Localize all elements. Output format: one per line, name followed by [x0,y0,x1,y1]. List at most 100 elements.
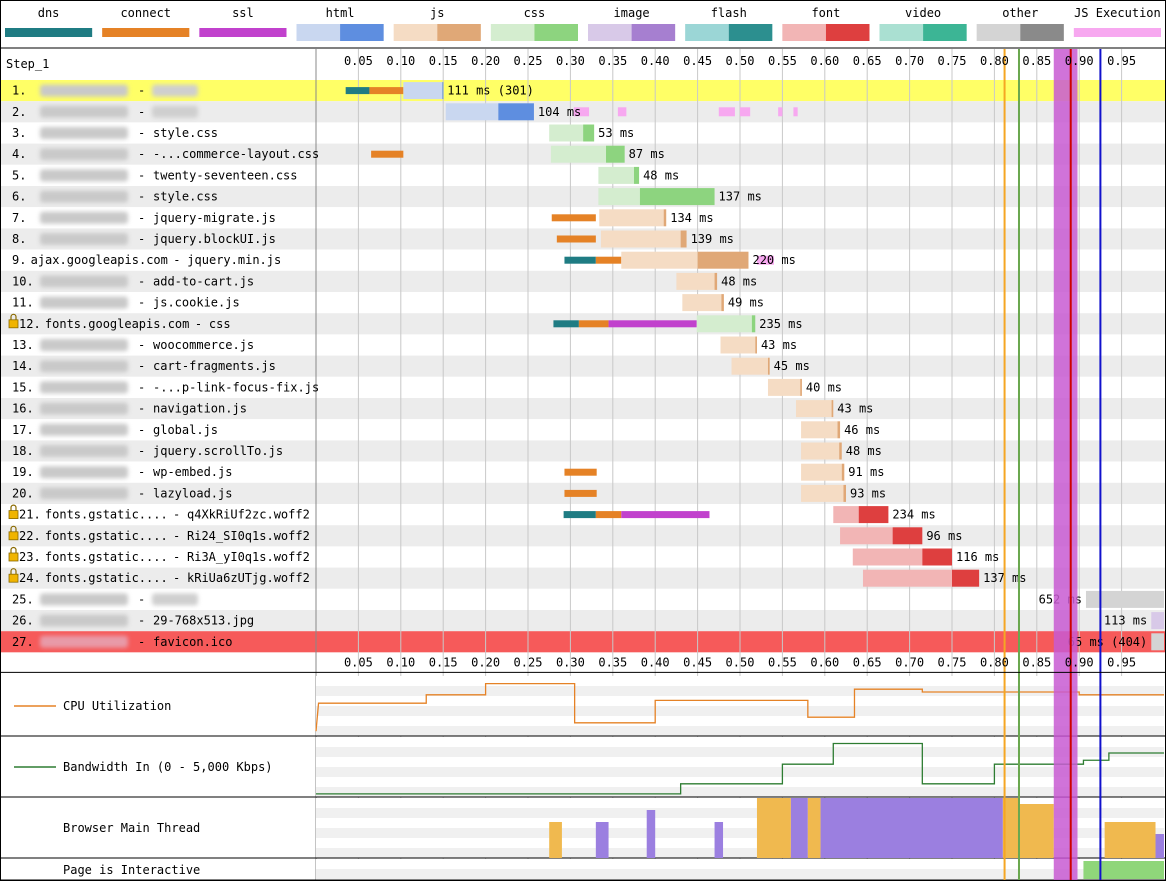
tick-label-bottom: 0.05 [344,655,373,669]
request-number: 11. [12,296,34,310]
request-path: kRiUa6zUTjg.woff2 [187,571,310,585]
request-separator: - [138,402,145,416]
request-separator: - [138,147,145,161]
wait-segment [731,357,768,375]
request-number: 3. [12,126,26,140]
js-exec-segment [793,107,798,117]
tick-label-top: 0.95 [1107,54,1136,68]
request-number: 10. [12,274,34,288]
panel-stripe [316,737,1164,747]
main-thread-activity [1104,822,1156,858]
timing-label: 48 ms [643,168,679,182]
legend-label-connect: connect [120,6,171,20]
redacted-path [152,84,198,97]
lock-shackle [10,568,17,575]
request-separator: - [138,380,145,394]
request-path: -...p-link-focus-fix.js [153,380,319,394]
main-thread-activity [646,810,656,858]
legend-label-image: image [614,6,650,20]
request-host: fonts.gstatic.... [45,508,168,522]
request-path: q4XkRiUf2zc.woff2 [187,508,310,522]
panel-stripe [316,777,1164,787]
wait-segment [621,251,698,269]
redacted-host [40,169,128,182]
panel-stripe [316,686,1164,696]
redacted-host [40,148,128,161]
download-segment [442,82,444,100]
legend-label-js: js [430,6,444,20]
tick-label-top: 0.60 [810,54,839,68]
tick-label-top: 0.15 [429,54,458,68]
panel-stripe [316,767,1164,777]
wait-segment [600,230,681,248]
request-host: fonts.gstatic.... [45,550,168,564]
timing-label: 87 ms [629,147,665,161]
wait-segment [801,463,842,481]
cpu-line [315,682,1164,732]
timing-label: 43 ms [761,338,797,352]
tick-label-top: 0.90 [1065,54,1094,68]
panel-stripe [316,859,1164,869]
request-number: 2. [12,105,26,119]
request-number: 4. [12,147,26,161]
tick-label-bottom: 0.15 [429,655,458,669]
ssl-segment [608,320,697,328]
main-thread-label: Browser Main Thread [63,821,200,835]
tick-label-bottom: 0.55 [768,655,797,669]
legend-label-js-execution: JS Execution [1074,6,1161,20]
panel-stripe [316,676,1164,686]
request-number: 7. [12,211,26,225]
timing-label: 96 ms [926,529,962,543]
redacted-host [40,360,128,373]
request-number: 9. [12,253,26,267]
timing-label: 111 ms (301) [447,84,534,98]
request-number: 16. [12,402,34,416]
download-segment [680,230,687,248]
redacted-host [40,614,128,627]
bottom-markers [1003,676,1102,880]
interactive-segment [1083,861,1164,879]
dns-segment [553,320,579,328]
panel-stripe [316,706,1164,716]
request-bars: 111 ms (301) 104 ms 53 ms 87 ms 48 ms 137 ms 1… [345,82,1164,651]
connect-segment [371,150,404,158]
timing-label: 91 ms [848,465,884,479]
tick-label-bottom: 0.40 [641,655,670,669]
request-path: js.cookie.js [153,296,240,310]
tick-label-top: 0.75 [938,54,967,68]
dns-segment [564,256,596,264]
row-bg [0,164,1166,186]
timing-label: 104 ms [538,105,581,119]
timing-label: 49 ms [728,296,764,310]
wait-segment [550,145,607,163]
tick-label-bottom: 0.35 [598,655,627,669]
download-segment [721,294,724,312]
request-host: ajax.googleapis.com [31,253,168,267]
lock-body [8,552,19,562]
redacted-host [40,296,128,309]
legend-label-font: font [811,6,840,20]
legend-swatch-dark-9 [923,24,967,41]
request-separator: - [173,253,180,267]
row-bg [0,355,1166,377]
tick-label-bottom: 0.20 [471,655,500,669]
download-segment [583,124,595,142]
request-separator: - [138,126,145,140]
redacted-host [40,233,128,245]
legend-swatch-dark-6 [631,24,676,41]
panel-stripe [316,747,1164,757]
wait-segment [801,421,838,439]
tick-label-bottom: 0.90 [1065,655,1094,669]
row-bg [0,292,1166,314]
download-segment [663,209,667,227]
request-host: fonts.gstatic.... [45,529,168,543]
tick-label-bottom: 0.60 [810,655,839,669]
panel-stripe [316,757,1164,767]
panel-stripe [316,818,1164,828]
download-segment [767,357,770,375]
request-number: 18. [12,444,34,458]
request-separator: - [138,232,145,246]
request-separator: - [138,465,145,479]
redacted-host [40,84,128,97]
